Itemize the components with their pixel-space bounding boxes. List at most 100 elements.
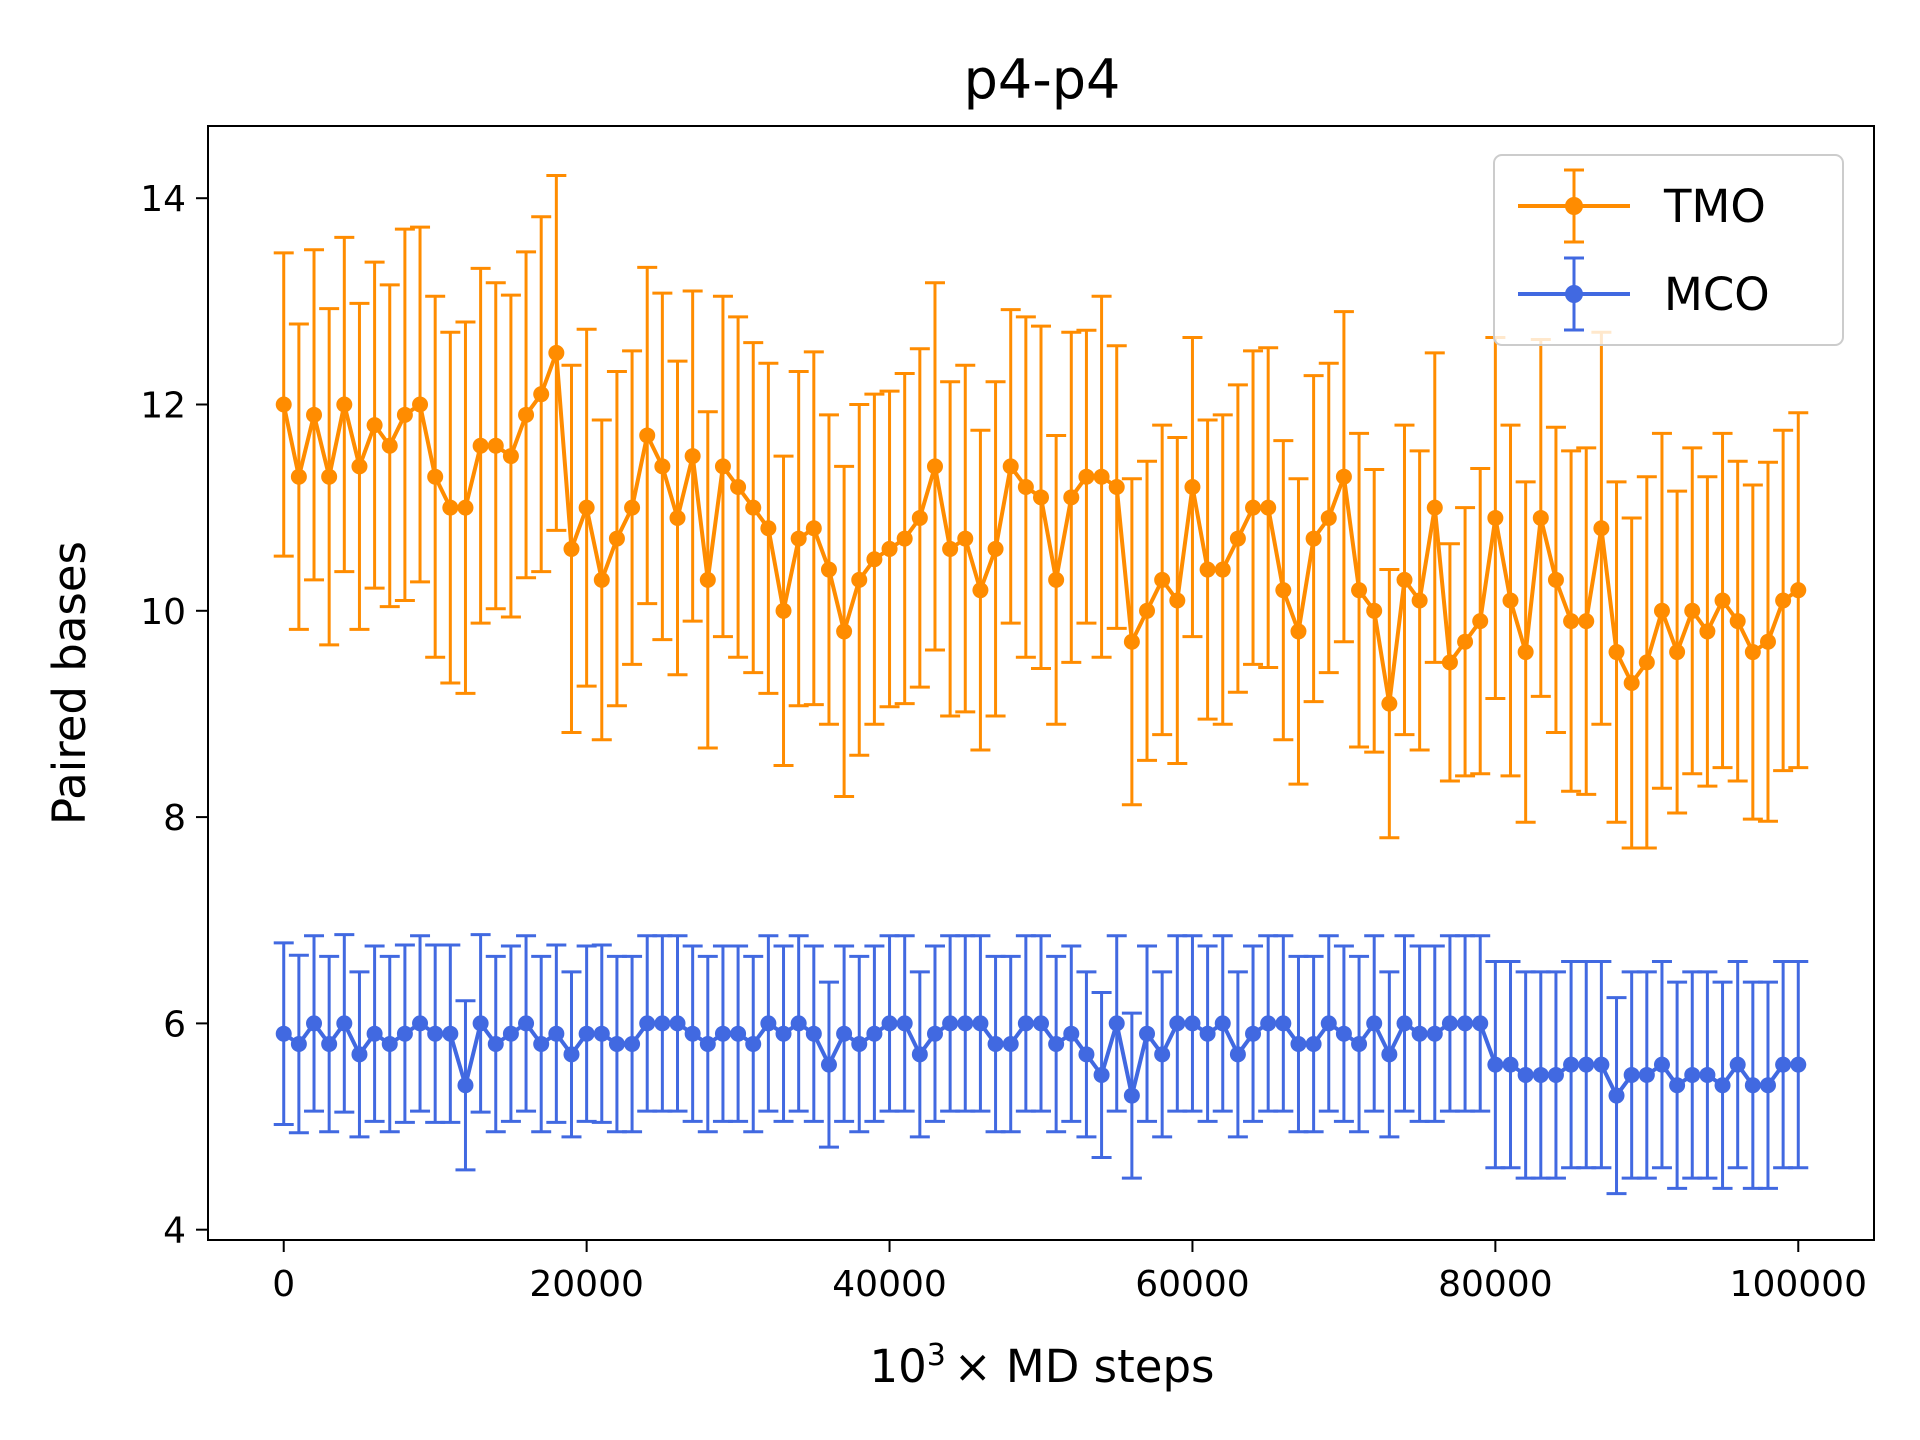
data-point bbox=[1714, 592, 1731, 609]
data-point bbox=[1260, 499, 1277, 516]
data-point bbox=[275, 396, 292, 413]
data-point bbox=[1729, 1056, 1746, 1073]
data-point bbox=[1290, 623, 1307, 640]
data-point bbox=[1699, 1066, 1716, 1083]
data-point bbox=[1335, 1025, 1352, 1042]
data-point bbox=[578, 1025, 595, 1042]
data-point bbox=[1547, 571, 1564, 588]
data-point bbox=[593, 1025, 610, 1042]
data-point bbox=[1214, 1015, 1231, 1032]
legend-items: TMO MCO bbox=[1518, 168, 1770, 332]
markers-mco bbox=[275, 1015, 1807, 1104]
data-point bbox=[1366, 602, 1383, 619]
data-point bbox=[1623, 675, 1640, 691]
data-point bbox=[1547, 1066, 1564, 1083]
data-point bbox=[1653, 1056, 1670, 1073]
data-point bbox=[1457, 1015, 1474, 1032]
data-point bbox=[1699, 623, 1716, 640]
data-point bbox=[745, 1036, 762, 1053]
data-point bbox=[533, 1036, 550, 1053]
data-point bbox=[760, 1015, 777, 1032]
data-point bbox=[351, 1046, 368, 1063]
data-point bbox=[1790, 582, 1807, 599]
data-point bbox=[1714, 1077, 1731, 1094]
data-point bbox=[1002, 458, 1019, 475]
data-point bbox=[457, 1077, 474, 1094]
x-tick-label: 40000 bbox=[832, 1264, 947, 1305]
data-point bbox=[290, 1036, 307, 1053]
y-tick-label: 8 bbox=[163, 798, 186, 839]
data-point bbox=[1563, 613, 1580, 630]
data-point bbox=[624, 1036, 641, 1053]
data-point bbox=[1381, 1046, 1398, 1063]
plot-area bbox=[273, 174, 1809, 1196]
data-point bbox=[1638, 1066, 1655, 1083]
data-point bbox=[654, 458, 671, 475]
data-point bbox=[1759, 1077, 1776, 1094]
data-point bbox=[1093, 1066, 1110, 1083]
data-point bbox=[1260, 1015, 1277, 1032]
data-point bbox=[412, 1015, 429, 1032]
data-point bbox=[714, 458, 731, 475]
x-axis-title-exponent: 3 bbox=[927, 1338, 946, 1373]
data-point bbox=[699, 1036, 716, 1053]
data-point bbox=[926, 1025, 943, 1042]
data-point bbox=[1532, 1066, 1549, 1083]
data-point bbox=[306, 406, 323, 423]
data-point bbox=[1275, 1015, 1292, 1032]
data-point bbox=[836, 1025, 853, 1042]
data-point bbox=[1169, 592, 1186, 609]
series-mco bbox=[273, 933, 1809, 1196]
data-point bbox=[290, 468, 307, 485]
data-point bbox=[578, 499, 595, 516]
data-point bbox=[972, 582, 989, 599]
data-point bbox=[1441, 654, 1458, 671]
data-point bbox=[1078, 1046, 1095, 1063]
data-point bbox=[1502, 1056, 1519, 1073]
data-point bbox=[775, 1025, 792, 1042]
data-point bbox=[911, 509, 928, 526]
data-point bbox=[1093, 468, 1110, 485]
data-point bbox=[1472, 1015, 1489, 1032]
data-point bbox=[442, 1025, 459, 1042]
data-point bbox=[1653, 602, 1670, 619]
legend-marker bbox=[1565, 197, 1583, 215]
legend-label: TMO bbox=[1663, 180, 1766, 233]
data-point bbox=[1169, 1015, 1186, 1032]
data-point bbox=[533, 386, 550, 403]
data-point bbox=[911, 1046, 928, 1063]
data-point bbox=[366, 417, 383, 434]
data-point bbox=[275, 1025, 292, 1042]
data-point bbox=[1593, 520, 1610, 537]
data-point bbox=[1275, 582, 1292, 599]
data-point bbox=[1033, 489, 1049, 506]
data-point bbox=[548, 1025, 565, 1042]
data-point bbox=[321, 1036, 338, 1053]
data-point bbox=[563, 1046, 580, 1063]
data-point bbox=[487, 1036, 504, 1053]
chart-title: p4-p4 bbox=[964, 48, 1121, 111]
data-point bbox=[957, 1015, 974, 1032]
data-point bbox=[502, 448, 519, 465]
data-point bbox=[1487, 509, 1504, 526]
data-point bbox=[381, 1036, 398, 1053]
axis-ticks: 0 20000 40000 60000 80000 100000 4 6 8 10 12 14 bbox=[140, 179, 1867, 1305]
data-point bbox=[548, 344, 565, 361]
data-point bbox=[820, 561, 837, 578]
data-point bbox=[714, 1025, 731, 1042]
data-point bbox=[942, 1015, 959, 1032]
data-point bbox=[1002, 1036, 1019, 1053]
data-point bbox=[1744, 1077, 1761, 1094]
data-point bbox=[1366, 1015, 1383, 1032]
data-point bbox=[1320, 509, 1337, 526]
data-point bbox=[684, 1025, 701, 1042]
data-point bbox=[1684, 1066, 1701, 1083]
y-axis-title: Paired bases bbox=[43, 541, 96, 825]
data-point bbox=[866, 1025, 883, 1042]
data-point bbox=[1563, 1056, 1580, 1073]
data-point bbox=[669, 509, 686, 526]
data-point bbox=[1669, 1077, 1686, 1094]
data-point bbox=[699, 571, 716, 588]
data-point bbox=[1759, 633, 1776, 650]
